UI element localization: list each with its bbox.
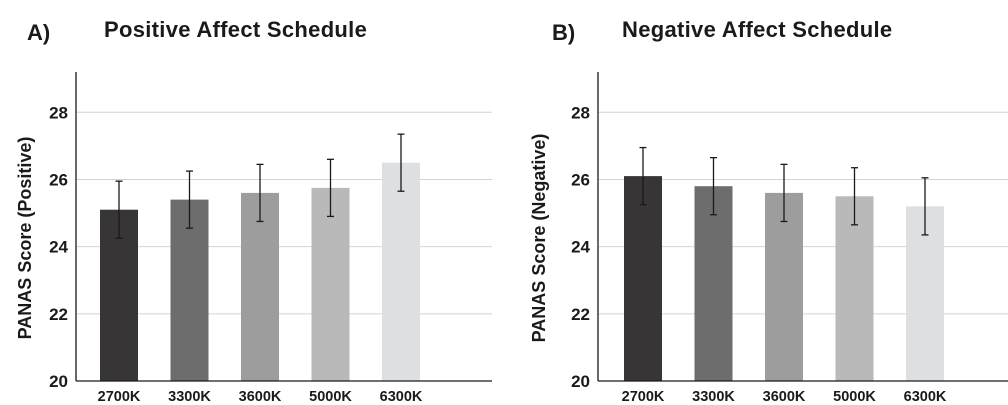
- y-tick-label: 20: [571, 372, 590, 391]
- panel-letter: A): [27, 20, 50, 45]
- x-tick-label: 3300K: [692, 389, 735, 405]
- y-tick-label: 26: [49, 170, 68, 189]
- error-bar: [115, 180, 123, 239]
- x-tick-label: 6300K: [904, 389, 947, 405]
- panel-letter: B): [552, 20, 575, 45]
- error-bar: [780, 163, 788, 223]
- x-tick-label: 2700K: [622, 389, 665, 405]
- bar-6300K: [382, 162, 420, 381]
- y-tick-label: 28: [571, 103, 590, 122]
- x-tick-label: 3600K: [239, 389, 282, 405]
- panel-b: B) Negative Affect Schedule PANAS Score …: [529, 17, 1008, 405]
- x-tick-label: 2700K: [98, 389, 141, 405]
- y-tick-label: 22: [49, 305, 68, 324]
- chart-title: Positive Affect Schedule: [104, 17, 367, 42]
- error-bar: [710, 156, 717, 216]
- x-tick-label: 3600K: [763, 389, 806, 405]
- x-tick-label: 3300K: [168, 389, 211, 405]
- plot-area: 20 22 24 26 28 2700K 3300K 3600K 5000K 6300K: [571, 72, 1008, 405]
- y-axis-label: PANAS Score (Negative): [529, 134, 549, 343]
- chart-title: Negative Affect Schedule: [622, 17, 892, 42]
- bar-3600K: [765, 192, 803, 381]
- bar-5000K: [835, 196, 874, 381]
- error-bar: [397, 133, 405, 192]
- bar-3600K: [241, 192, 279, 381]
- error-bar: [851, 167, 858, 226]
- x-tick-label: 6300K: [380, 389, 423, 405]
- y-tick-label: 22: [571, 305, 590, 324]
- error-bar: [256, 163, 264, 223]
- plot-area: 20 22 24 26 28 2700K 3300K 3600K 5000K 6300K: [49, 72, 492, 405]
- y-tick-label: 20: [49, 372, 68, 391]
- y-tick-label: 24: [571, 238, 590, 257]
- y-tick-label: 24: [49, 238, 68, 257]
- y-tick-label: 28: [49, 103, 68, 122]
- panel-a: A) Positive Affect Schedule PANAS Score …: [15, 17, 492, 405]
- bar-2700K: [624, 176, 662, 381]
- error-bar: [639, 146, 647, 206]
- x-tick-label: 5000K: [309, 389, 352, 405]
- bar-5000K: [311, 187, 350, 381]
- bar-3300K: [694, 186, 733, 381]
- y-tick-label: 26: [571, 170, 590, 189]
- error-bar: [921, 177, 929, 236]
- x-tick-label: 5000K: [833, 389, 876, 405]
- error-bar: [186, 170, 193, 229]
- y-axis-label: PANAS Score (Positive): [15, 137, 35, 340]
- bar-3300K: [170, 199, 209, 381]
- error-bar: [327, 158, 334, 218]
